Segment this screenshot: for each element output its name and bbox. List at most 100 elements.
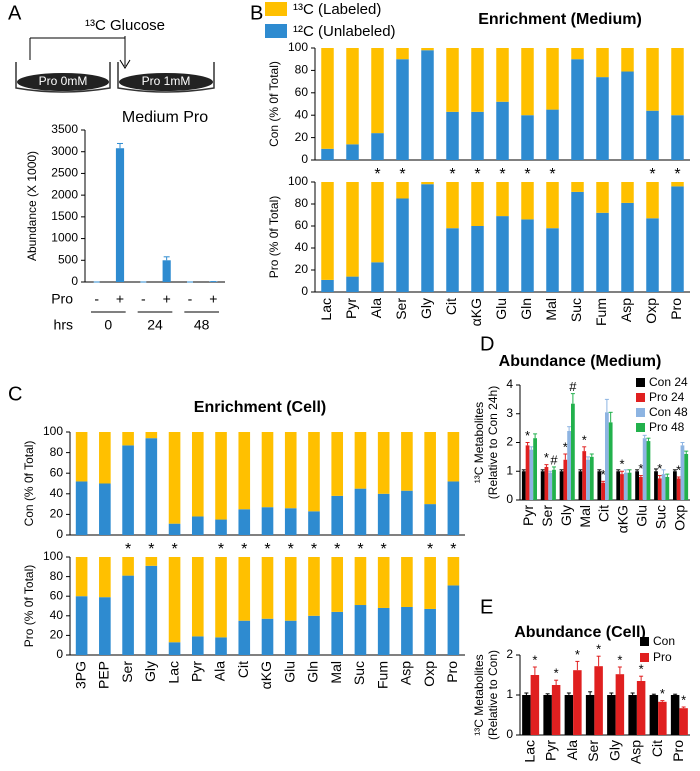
bar-segment [321, 182, 334, 280]
bar-segment [621, 71, 634, 160]
legend-swatch [636, 423, 645, 432]
significance: * [311, 541, 317, 558]
bar [530, 675, 540, 735]
y-axis-label: Pro (% 0f Total) [267, 196, 281, 278]
significance: * [264, 541, 270, 558]
bar-segment [671, 48, 684, 116]
bar [529, 449, 534, 500]
y-tick-label: 40 [50, 608, 64, 622]
x-tick-label: Pro [444, 661, 460, 683]
y-tick-label: 1 [506, 463, 513, 477]
bar [679, 708, 688, 735]
bar-segment [396, 198, 409, 292]
y-tick-label: 0 [301, 284, 308, 298]
bar-segment [145, 557, 158, 566]
x-tick-label: Lac [165, 661, 181, 684]
y-tick-label: 2 [506, 647, 513, 661]
bar [521, 471, 526, 500]
bar-segment [496, 48, 509, 102]
x-tick-label: + [163, 291, 171, 307]
x-tick-label: Mal [543, 298, 559, 321]
legend-label: Pro [653, 650, 672, 664]
y-tick-label: 0 [506, 727, 513, 741]
bar-segment [447, 432, 460, 482]
significance: * [427, 541, 433, 558]
bar-segment [671, 182, 684, 187]
bar-segment [496, 101, 509, 160]
y-tick-label: 100 [288, 174, 308, 188]
x-tick-label: Pro [670, 740, 686, 762]
x-tick-label: Asp [398, 661, 414, 685]
x-tick-label: αKG [615, 505, 631, 533]
y-tick-label: 40 [50, 486, 64, 500]
bar-segment [75, 557, 88, 597]
significance: * [499, 166, 505, 183]
x-tick-label: Cit [443, 298, 459, 315]
bar-segment [191, 516, 204, 535]
bar [605, 412, 609, 500]
bar [552, 469, 556, 500]
dish [117, 62, 215, 93]
x-tick-label: - [188, 291, 193, 307]
y-tick-label: 2500 [51, 166, 78, 180]
bar-segment [331, 432, 344, 496]
bar [616, 471, 621, 500]
y-tick-label: 3 [506, 406, 513, 420]
bar [115, 148, 125, 282]
bar [594, 666, 603, 735]
significance: * [674, 166, 680, 183]
x-tick-label: Fum [374, 661, 390, 689]
y-tick-label: 80 [295, 196, 309, 210]
y-tick-label: 1000 [51, 231, 78, 245]
bar-segment [571, 191, 584, 292]
bar-segment [346, 144, 359, 160]
x-tick-label: Ser [393, 298, 409, 320]
bar-segment [646, 48, 659, 111]
bar [642, 438, 647, 500]
bar-segment [596, 77, 609, 160]
legend-label: ¹³C (Labeled) [293, 1, 381, 18]
significance: # [550, 452, 558, 467]
bar [646, 441, 651, 500]
y-tick-label: 1 [506, 687, 513, 701]
significance: * [218, 541, 224, 558]
significance: * [544, 450, 549, 465]
bar [533, 438, 537, 500]
significance: * [619, 457, 624, 472]
x-tick-label: Pyr [520, 505, 536, 526]
significance: * [549, 166, 555, 183]
x-tick-label: Asp [628, 740, 644, 764]
bar [673, 471, 677, 500]
y-tick-label: 80 [295, 63, 309, 77]
dish-medium [119, 73, 213, 91]
bar-segment [396, 182, 409, 199]
bar-segment [99, 597, 111, 655]
bar-segment [321, 48, 334, 149]
bar-segment [238, 557, 251, 621]
bar-segment [145, 438, 158, 535]
significance: * [617, 652, 622, 667]
bar [649, 695, 659, 735]
x-tick-label: Ala [368, 298, 384, 318]
y-tick-label: 60 [50, 465, 64, 479]
x-tick-label: Pro [668, 298, 684, 320]
panel-letter: A [8, 2, 22, 24]
bar [544, 466, 549, 500]
y-tick-label: 100 [43, 549, 63, 563]
significance: * [582, 432, 587, 447]
panel-letter: D [480, 333, 494, 355]
bar-segment [596, 48, 609, 78]
bar-segment [496, 216, 509, 292]
significance: * [554, 666, 559, 681]
bar-segment [424, 557, 436, 609]
bar [589, 456, 594, 500]
significance: * [241, 541, 247, 558]
x-tick-label: Ala [212, 661, 228, 681]
bar-segment [99, 557, 111, 598]
chart-title: Medium Pro [122, 109, 208, 126]
x-tick-label: Asp [618, 298, 634, 322]
significance: * [148, 541, 154, 558]
bar-segment [521, 182, 534, 220]
x-tick-label: Gly [606, 740, 622, 761]
significance: * [639, 662, 644, 677]
